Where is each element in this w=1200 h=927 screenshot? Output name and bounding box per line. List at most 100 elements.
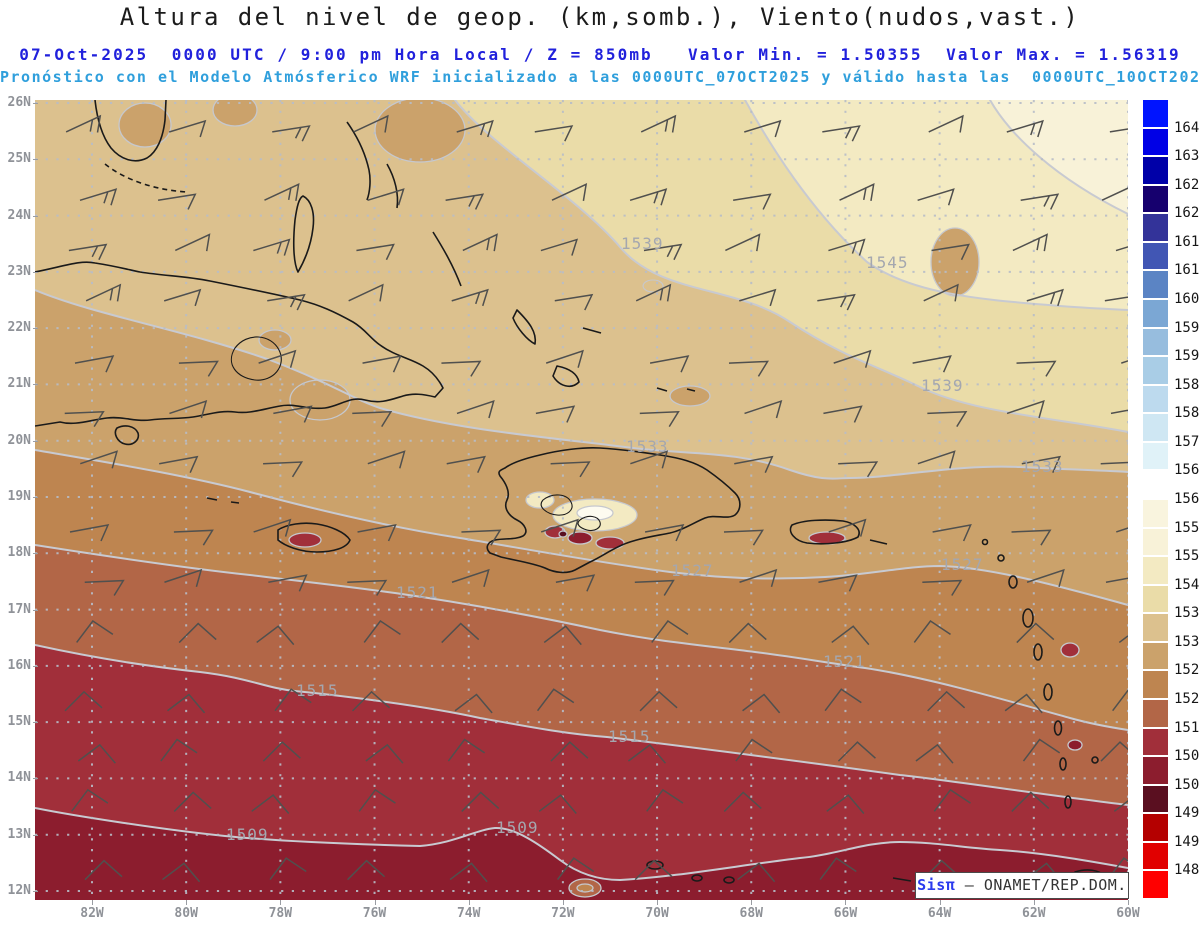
wind-barb [456, 119, 494, 138]
page-title: Altura del nivel de geop. (km,somb.), Vi… [119, 3, 1081, 31]
wind-barb [348, 283, 384, 302]
wind-barb [555, 574, 596, 592]
anomaly-blobs [118, 100, 1083, 898]
wind-barb [462, 233, 498, 252]
wind-barb [817, 293, 856, 311]
watermark-brand: Sisπ [917, 876, 956, 894]
lon-tick [562, 900, 564, 905]
colorbar [1143, 100, 1168, 900]
wind-barb [733, 193, 772, 210]
coastline-inagua [552, 365, 580, 388]
colorbar-segment [1143, 300, 1168, 327]
wind-barb [734, 455, 774, 474]
colorbar-tick-label: 1485 [1174, 862, 1200, 879]
colorbar-segment [1143, 414, 1168, 441]
wind-barb [744, 400, 783, 419]
lat-tick [33, 440, 38, 442]
colorbar-segment [1143, 871, 1168, 898]
wind-barb [456, 400, 495, 419]
lon-tick [92, 900, 93, 905]
lon-tick [280, 900, 282, 905]
wind-barb [362, 355, 402, 373]
lon-tick [751, 900, 753, 905]
lon-tick [939, 900, 941, 905]
lat-tick-label: 17N [7, 601, 31, 617]
terrain-contour-squiggles [230, 279, 664, 532]
wind-barb [441, 360, 482, 377]
lat-tick [33, 271, 38, 273]
contour-value-label: 1515 [608, 727, 651, 746]
colorbar-segment [1143, 214, 1168, 241]
wind-barb [274, 688, 312, 712]
wind-barb [159, 455, 199, 474]
contour-value-label: 1539 [621, 234, 664, 253]
wind-barb [927, 690, 966, 712]
wind-barb [927, 410, 968, 428]
colorbar-segment [1143, 185, 1168, 213]
wind-barb [1109, 125, 1128, 142]
wind-barb [1105, 577, 1128, 584]
wind-barb [357, 524, 397, 542]
wind-barb [1101, 183, 1128, 201]
wind-barb [1011, 529, 1052, 546]
coastline-mayaguana [582, 327, 602, 334]
wind-barb [268, 574, 308, 592]
lat-tick [33, 722, 38, 724]
wind-barb [550, 741, 589, 762]
wind-barb [630, 450, 669, 469]
wind-barb [1118, 625, 1128, 646]
run-subtitle: 07-Oct-2025 0000 UTC / 9:00 pm Hora Loca… [19, 45, 1181, 64]
colorbar-segment [1143, 357, 1168, 384]
wind-barb [1016, 360, 1057, 377]
wind-barb [251, 794, 290, 814]
wind-barb [263, 461, 304, 478]
wind-barbs [64, 114, 1128, 883]
wind-barb [932, 524, 972, 542]
coastline-turks [656, 387, 696, 392]
wind-barb [164, 568, 203, 588]
lat-tick-label: 14N [7, 770, 31, 786]
lon-tick [468, 900, 470, 905]
colorbar-segment [1143, 728, 1168, 756]
colorbar-tick-label: 1545 [1174, 576, 1200, 593]
colorbar-tick-label: 1623 [1174, 205, 1200, 222]
colorbar-segment [1143, 328, 1168, 356]
wind-barb [635, 283, 672, 302]
contour-lines [35, 100, 1128, 882]
colorbar-segment [1143, 442, 1168, 470]
colorbar-segment [1143, 528, 1168, 556]
colorbar-tick-label: 1569 [1174, 462, 1200, 479]
wind-barb [643, 243, 683, 261]
wind-barb [826, 794, 865, 814]
contour-value-label: 1527 [671, 561, 714, 580]
lat-tick [33, 609, 38, 611]
wind-barb [262, 741, 301, 762]
wind-barb [923, 283, 959, 302]
lon-tick-label: 62W [1022, 906, 1046, 921]
wind-barb [76, 619, 114, 643]
wind-barb [725, 233, 761, 252]
lat-tick-label: 26N [7, 95, 31, 110]
wind-barb [347, 579, 388, 596]
contour-value-label: 1509 [496, 818, 539, 837]
wind-barb [728, 360, 769, 377]
lon-tick-label: 76W [362, 906, 387, 921]
wind-barb [272, 125, 311, 142]
colorbar-segment [1143, 785, 1168, 813]
coastline-puerto-rico [789, 519, 860, 545]
colorbar-segment [1143, 157, 1168, 184]
wind-barb [157, 193, 197, 210]
colorbar-segment [1143, 100, 1168, 127]
lon-tick-label: 72W [551, 906, 575, 921]
colorbar-tick-label: 1557 [1174, 519, 1200, 536]
wind-barb [640, 114, 677, 133]
contour-value-label: 1521 [823, 652, 866, 671]
wind-barb [461, 791, 500, 812]
wind-barb [1104, 293, 1128, 311]
wind-barb [828, 238, 866, 256]
colorbar-tick-label: 1497 [1174, 805, 1200, 822]
wind-barb [1006, 119, 1044, 138]
